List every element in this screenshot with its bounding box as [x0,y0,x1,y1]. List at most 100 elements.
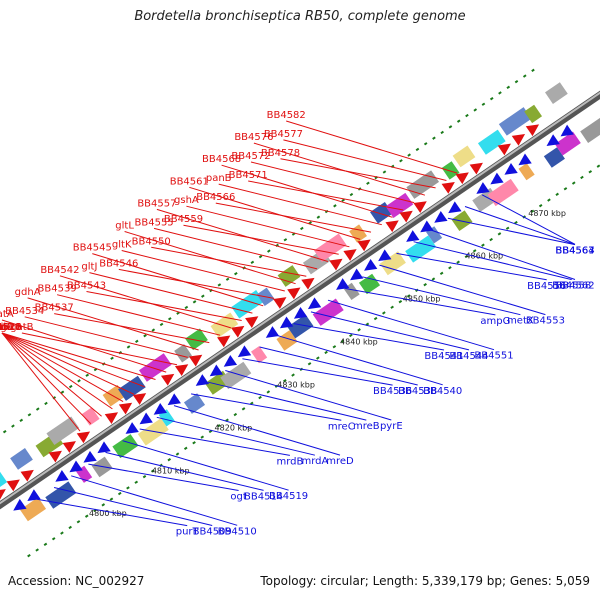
forward-gene-arrow [160,373,175,386]
tick-mark-upper [407,153,411,157]
forward-leader-line [280,158,436,189]
reverse-gene-arrow [167,393,181,406]
tick-mark-upper [399,159,403,163]
forward-leader-line [92,253,264,307]
tick-mark-lower [60,531,64,535]
feature-block-lower [580,115,600,143]
reverse-gene-label: BB4538 [398,386,437,397]
feature-block-upper [138,353,172,382]
tick-mark-upper [531,68,535,73]
reverse-gene-label: BB4510 [218,526,257,537]
forward-leader-line [54,313,210,344]
forward-gene-label: BB4555 [135,217,174,228]
reverse-gene-arrow [139,412,153,425]
tick-mark-lower [472,249,477,253]
tick-mark-upper [126,345,131,349]
position-tick-label: 4800 kbp [89,509,127,518]
reverse-gene-arrow [195,374,210,386]
tick-mark-lower [307,362,312,366]
forward-gene-label: ldh [0,322,10,333]
tick-mark-upper [506,85,511,90]
reverse-gene-label: BB4556 [527,281,566,292]
forward-leader-line [1,332,92,425]
forward-gene-label: BB4559 [164,214,203,225]
position-tick-label: 4810 kbp [152,466,190,475]
tick-mark-lower [365,322,370,326]
forward-leader-line [56,294,221,336]
reverse-leader-line [362,276,521,316]
tick-mark-upper [415,147,420,152]
reverse-gene-arrow [209,364,224,377]
forward-leader-line [221,164,393,218]
forward-gene-arrow [525,124,540,137]
reverse-gene-label: mreD [326,456,354,467]
feature-block-lower [312,298,344,326]
position-tick-label: 4820 kbp [215,423,253,432]
forward-gene-label: gdhA [15,287,41,298]
feature-block-lower [276,330,298,351]
tick-mark-upper [423,142,428,146]
tick-mark-lower [76,520,81,524]
forward-leader-line [1,332,135,395]
reverse-gene-arrow [279,316,294,329]
reverse-leader-line [36,498,188,527]
tick-mark-lower [233,412,238,417]
forward-gene-arrow [469,162,483,175]
reverse-gene-label: BB4563 [555,246,594,257]
forward-gene-arrow [118,402,133,415]
reverse-gene-label: mrdB [276,456,303,467]
forward-gene-label: BB4561 [170,176,209,187]
feature-block-upper [174,344,193,363]
forward-leader-line [1,332,102,417]
forward-gene-arrow [413,201,427,213]
tick-mark-upper [176,311,180,315]
reverse-gene-label: BB4558 [552,281,591,292]
reverse-gene-label: pyrE [380,421,403,432]
reverse-leader-line [293,323,445,351]
tick-mark-lower [547,198,551,202]
reverse-gene-label: BB4562 [555,281,594,292]
forward-leader-line [253,142,426,196]
tick-mark-lower [84,514,89,518]
reverse-gene-label: BB4564 [555,246,594,257]
tick-mark-lower [183,446,188,451]
forward-gene-arrow [174,364,189,377]
reverse-gene-arrow [364,258,378,271]
position-tick-label: 4870 kbp [528,209,566,218]
tick-mark-lower [563,187,568,191]
reverse-gene-arrow [83,450,97,463]
forward-leader-line [215,202,372,233]
tick-mark-lower [258,395,262,400]
forward-gene-label: gltJ [81,262,97,273]
feature-block-upper [118,375,146,401]
tick-mark-lower [580,175,584,180]
tick-mark-upper [366,181,370,185]
tick-mark-lower [167,457,172,462]
forward-gene-arrow [399,210,413,223]
tick-mark-lower [51,537,56,541]
tick-mark-lower [126,486,130,490]
reverse-gene-arrow [546,134,560,146]
reverse-leader-line [481,194,576,245]
feature-block-upper [385,192,414,218]
forward-gene-label: BB4557 [137,198,176,209]
reverse-gene-label: BB4567 [555,245,594,256]
feature-block-upper [524,104,543,124]
feature-block-lower [487,178,519,207]
forward-gene-label: argB [0,322,14,333]
reverse-gene-label: ampG [480,316,510,327]
feature-block-lower [183,393,206,414]
feature-block-lower [251,345,268,364]
reverse-leader-line [191,393,342,421]
forward-leader-line [189,186,361,240]
tick-mark-lower [464,254,469,259]
tick-mark-lower [241,407,246,411]
forward-gene-arrow [441,182,455,194]
tick-mark-upper [143,334,147,338]
tick-mark-lower [571,181,576,185]
position-tick-label: 4850 kbp [403,295,441,304]
forward-gene-arrow [497,143,511,156]
tick-mark-upper [465,113,469,118]
tick-mark-lower [514,220,518,225]
feature-block-upper [185,328,208,351]
